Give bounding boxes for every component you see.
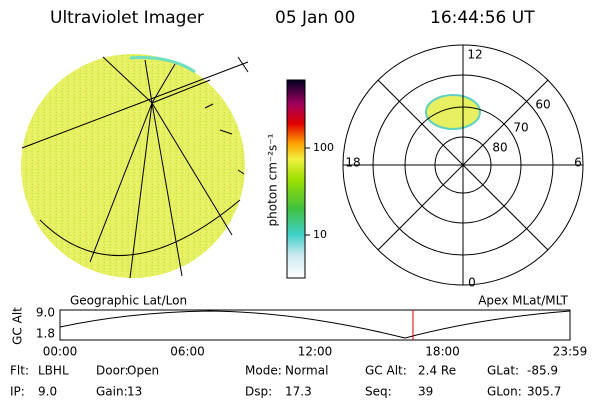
mlat-label: 60 xyxy=(535,98,550,112)
time-label: 00:00 xyxy=(43,345,78,359)
time: 16:44:56 UT xyxy=(430,8,535,28)
colorbar xyxy=(286,79,306,279)
mlt-label: 12 xyxy=(467,48,482,62)
time-label: 12:00 xyxy=(298,345,333,359)
info-label: Flt: xyxy=(10,364,29,378)
info-value: 39 xyxy=(418,385,433,399)
polar-plot xyxy=(342,44,584,286)
instrument: Ultraviolet Imager xyxy=(50,8,204,28)
mlt-label: 6 xyxy=(574,156,582,170)
y-label: 9.0 xyxy=(36,306,55,320)
info-label: Gain: xyxy=(96,385,128,399)
info-label: Dsp: xyxy=(245,385,272,399)
info-label: GLat: xyxy=(487,364,519,378)
altitude-plot xyxy=(59,309,571,341)
colorbar-label: 100 xyxy=(313,141,334,154)
mlat-label: 80 xyxy=(492,141,507,155)
info-value: Open xyxy=(127,364,159,378)
time-label: 18:00 xyxy=(425,345,460,359)
time-label: 06:00 xyxy=(170,345,205,359)
mlt-label: 0 xyxy=(468,276,476,290)
info-label: GLon: xyxy=(487,385,522,399)
info-label: Seq: xyxy=(365,385,392,399)
mlat-label: 70 xyxy=(513,121,528,135)
time-label: 23:59 xyxy=(553,345,588,359)
left-title: Geographic Lat/Lon xyxy=(70,294,187,308)
colorbar-label: 10 xyxy=(313,228,327,241)
right-title: Apex MLat/MLT xyxy=(478,294,568,308)
info-value: 17.3 xyxy=(285,385,312,399)
mlt-label: 18 xyxy=(345,156,360,170)
date: 05 Jan 00 xyxy=(275,8,355,28)
info-value: 9.0 xyxy=(38,385,57,399)
axis-label: GC Alt xyxy=(11,307,25,345)
info-label: GC Alt: xyxy=(365,364,407,378)
colorbar-unit: photon cm⁻²s⁻¹ xyxy=(266,133,280,226)
info-value: 305.7 xyxy=(527,385,561,399)
info-value: 2.4 Re xyxy=(418,364,456,378)
info-label: Door: xyxy=(96,364,129,378)
y-label: 1.8 xyxy=(36,327,55,341)
info-value: LBHL xyxy=(38,364,69,378)
info-label: IP: xyxy=(10,385,25,399)
info-label: Mode: xyxy=(245,364,282,378)
earth-image xyxy=(21,54,249,279)
info-value: 13 xyxy=(127,385,142,399)
info-value: -85.9 xyxy=(527,364,558,378)
info-value: Normal xyxy=(285,364,328,378)
